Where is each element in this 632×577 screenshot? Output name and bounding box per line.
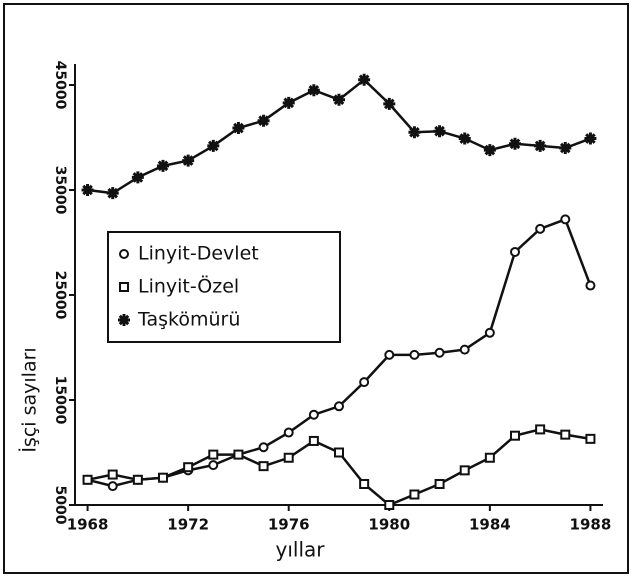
legend-label: Linyit-Devlet [138, 243, 259, 265]
legend-marker [118, 314, 130, 326]
series-line [87, 428, 591, 507]
point [484, 452, 495, 463]
point [560, 429, 571, 440]
point [483, 144, 496, 157]
legend-marker [119, 282, 129, 292]
point [334, 447, 344, 458]
point [106, 187, 119, 200]
x-tick-label: 1988 [570, 516, 612, 534]
point [232, 122, 245, 135]
point [384, 349, 395, 360]
x-tick-label: 1976 [268, 516, 310, 534]
point [409, 349, 420, 360]
legend-box [107, 231, 341, 343]
point [258, 442, 269, 453]
point [560, 214, 571, 225]
point [233, 449, 244, 460]
y-tick-label: 25000 [52, 271, 68, 320]
y-tick-label: 5000 [52, 486, 68, 525]
point [333, 93, 345, 106]
point [81, 184, 94, 196]
point [408, 126, 421, 139]
point [158, 472, 168, 483]
point [359, 377, 370, 388]
point [334, 401, 344, 412]
x-tick-label: 1980 [368, 516, 410, 534]
point [434, 479, 445, 489]
point [258, 461, 269, 472]
legend-marker [119, 249, 129, 259]
point [585, 433, 596, 444]
point [559, 142, 572, 154]
x-axis-label: yıllar [276, 538, 326, 562]
point [131, 171, 144, 184]
point [157, 159, 169, 172]
point [208, 460, 219, 471]
point [107, 469, 118, 480]
point [409, 489, 420, 500]
point [509, 137, 521, 150]
point [182, 154, 195, 167]
point [535, 223, 546, 234]
point [308, 409, 319, 420]
point [282, 96, 295, 109]
y-tick-label: 15000 [52, 376, 68, 425]
frame [3, 3, 629, 574]
x-tick-label: 1972 [167, 516, 209, 534]
legend-label: Linyit-Özel [138, 275, 239, 298]
point [358, 73, 371, 86]
point [359, 479, 370, 489]
point [384, 500, 395, 510]
point [308, 435, 319, 446]
y-tick-label: 45000 [52, 61, 68, 110]
point [82, 474, 93, 485]
point [459, 344, 470, 355]
y-tick-label: 35000 [52, 166, 68, 215]
point [107, 481, 118, 492]
point [183, 462, 194, 473]
point [257, 114, 270, 127]
point [534, 139, 547, 152]
point [208, 449, 219, 460]
point [434, 347, 445, 358]
point [283, 452, 294, 463]
point [459, 465, 470, 476]
x-tick-label: 1984 [469, 516, 511, 534]
point [484, 327, 495, 338]
point [307, 84, 320, 97]
x-tick-label: 1968 [67, 516, 109, 534]
point [283, 427, 294, 438]
point [433, 125, 446, 138]
point [510, 430, 520, 441]
point [584, 132, 597, 145]
point [510, 246, 520, 257]
point [458, 132, 471, 145]
point [585, 280, 596, 291]
y-axis-label: İşçi sayıları [18, 347, 41, 452]
point [535, 424, 546, 435]
point [132, 474, 143, 485]
point [207, 139, 220, 152]
legend-label: Taşkömürü [137, 309, 240, 331]
point [383, 97, 396, 110]
